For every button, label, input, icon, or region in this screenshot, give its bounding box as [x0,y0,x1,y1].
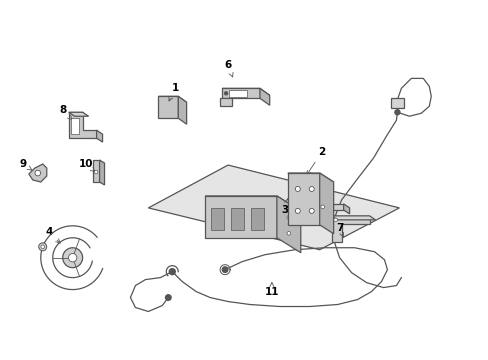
Polygon shape [287,173,319,225]
Circle shape [320,205,324,209]
FancyBboxPatch shape [390,98,404,108]
Circle shape [295,186,300,192]
Polygon shape [343,204,349,214]
Polygon shape [222,88,260,98]
Polygon shape [319,173,333,234]
Circle shape [295,208,300,213]
Text: 6: 6 [224,60,233,77]
Polygon shape [148,165,399,250]
Circle shape [222,267,227,273]
Circle shape [35,170,41,176]
Polygon shape [331,216,369,242]
Polygon shape [100,160,104,185]
Circle shape [308,208,314,213]
Polygon shape [205,196,300,211]
Circle shape [62,248,82,268]
Circle shape [333,218,337,222]
Polygon shape [29,164,47,182]
Polygon shape [276,196,300,253]
Polygon shape [68,112,96,138]
Text: 1: 1 [169,84,179,101]
Text: 5: 5 [305,193,318,205]
Polygon shape [317,204,343,210]
Circle shape [68,253,77,262]
Text: 2: 2 [306,147,325,175]
FancyBboxPatch shape [228,90,246,97]
Polygon shape [96,130,102,142]
Circle shape [224,92,227,95]
Circle shape [286,216,290,219]
Polygon shape [205,196,276,238]
Polygon shape [220,98,232,106]
Circle shape [94,170,98,174]
Polygon shape [158,96,186,102]
Text: 10: 10 [78,159,95,172]
Polygon shape [178,96,186,124]
Text: 11: 11 [264,283,279,297]
FancyBboxPatch shape [211,208,224,230]
Polygon shape [68,112,88,116]
Text: 8: 8 [59,105,72,120]
Polygon shape [287,173,333,182]
Polygon shape [222,88,269,95]
Text: 9: 9 [19,159,32,170]
Polygon shape [331,216,375,220]
Circle shape [39,243,46,251]
Circle shape [41,245,44,249]
Circle shape [308,186,314,192]
Polygon shape [92,160,100,182]
Text: 3: 3 [281,199,288,215]
Circle shape [165,295,171,300]
FancyBboxPatch shape [250,208,264,230]
Polygon shape [71,118,79,134]
Text: 7: 7 [335,223,343,237]
Polygon shape [158,96,178,118]
Circle shape [286,231,290,235]
Text: 4: 4 [45,227,60,243]
Circle shape [169,269,175,275]
Polygon shape [260,88,269,105]
Circle shape [394,110,399,115]
FancyBboxPatch shape [230,208,244,230]
